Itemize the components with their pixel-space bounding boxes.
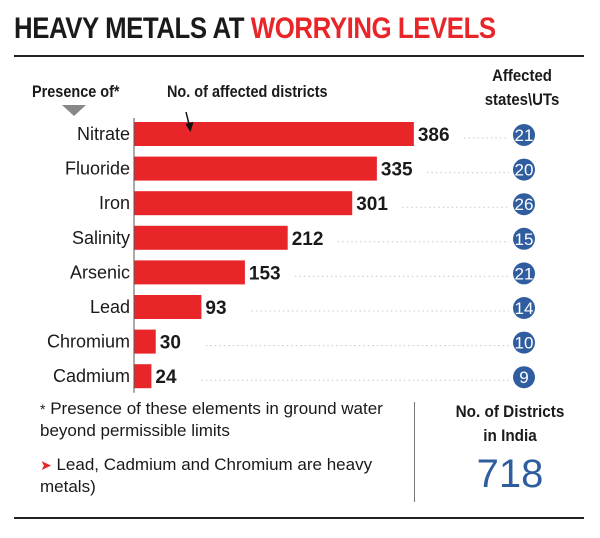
value-label: 93 [205,298,226,319]
states-count: 15 [515,230,534,249]
states-header-line1: Affected [492,66,552,85]
states-circle [513,297,535,319]
value-label: 153 [249,263,281,284]
states-circle [513,124,535,146]
bar-chart: Nitrate 386 21 Fluoride 335 20 Iron 301 26 Salini… [47,111,535,393]
districts-header: No. of affected districts [167,82,328,101]
category-label: Arsenic [70,262,130,282]
bar [134,191,353,216]
bar [134,364,152,389]
down-triangle-icon [62,105,86,116]
bar [134,295,202,319]
states-count: 21 [515,126,534,145]
category-label: Fluoride [65,159,130,179]
pointer-arrow-icon [185,122,194,132]
states-circle [513,227,535,250]
districts-label-line1: No. of Districts [455,402,565,421]
districts-in-india-label: No. of Districts in India [438,400,582,448]
heavy-metals-text: Lead, Cadmium and Chromium are heavy met… [40,455,373,496]
states-count: 9 [519,368,528,387]
bar [134,260,245,285]
value-label: 386 [418,125,450,146]
heavy-metals-note: ➤ Lead, Cadmium and Chromium are heavy m… [40,454,400,498]
value-label: 212 [292,229,324,250]
states-count: 14 [515,299,534,318]
footnote: * Presence of these elements in ground w… [40,398,400,442]
category-label: Iron [99,193,130,213]
states-header-line2: states\UTs [484,90,560,109]
value-label: 301 [356,194,388,215]
states-header: Affected states\UTs [480,64,564,112]
footnote-star: * [40,401,46,417]
bar [134,225,288,250]
presence-header: Presence of* [32,82,120,101]
category-label: Cadmium [53,366,130,386]
states-count: 21 [515,264,534,283]
states-count: 26 [515,195,534,214]
footnote-text: Presence of these elements in ground wat… [40,399,383,440]
states-circle [513,331,535,354]
value-label: 24 [155,367,177,388]
arrow-right-icon: ➤ [40,457,52,473]
states-circle [513,366,535,389]
category-label: Nitrate [77,124,130,144]
states-count: 10 [515,334,534,353]
states-circle [513,193,535,216]
category-label: Chromium [47,332,130,352]
states-circle [513,262,535,285]
chart-title: HEAVY METALS AT WORRYING LEVELS [14,12,496,46]
value-label: 30 [160,333,181,354]
top-divider [14,55,584,57]
districts-in-india-value: 718 [476,452,544,496]
value-label: 335 [381,160,413,181]
category-label: Salinity [72,228,130,248]
bar [134,122,414,146]
bottom-divider [14,517,584,519]
title-part-1: HEAVY METALS AT [14,12,245,45]
vertical-divider [414,402,415,502]
states-count: 20 [515,161,534,180]
title-part-2: WORRYING LEVELS [250,12,496,45]
states-circle [513,158,535,181]
category-label: Lead [90,297,130,317]
bar [134,329,156,354]
bar [134,156,377,181]
districts-label-line2: in India [483,426,537,445]
